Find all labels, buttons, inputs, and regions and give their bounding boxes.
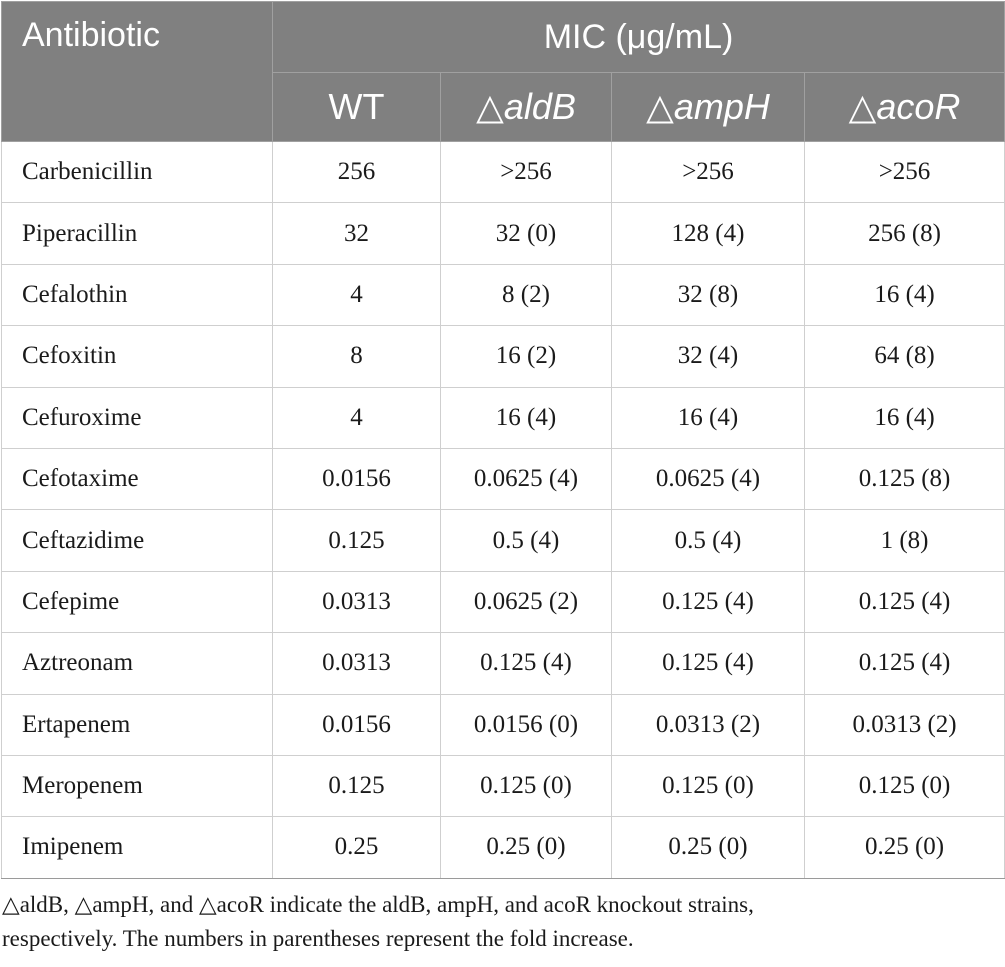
mic-value: 1 (8) [803,509,1005,572]
mic-value: >256 [440,140,612,204]
mic-value: 128 (4) [611,202,805,265]
table-row: Ceftazidime 0.125 0.5 (4) 0.5 (4) 1 (8) [1,509,1005,572]
strain-name: ampH [673,86,770,127]
mic-value: 32 (0) [440,202,612,265]
mic-value: 16 (2) [440,325,612,388]
mic-value: 0.0313 [272,570,441,634]
header-strain-acor: △acoR [803,72,1005,142]
strain-name: aldB [503,86,576,127]
antibiotic-name: Cefuroxime [1,386,273,449]
mic-value: 0.0625 (4) [440,447,612,511]
mic-value: 64 (8) [803,325,1005,388]
mic-value: 8 [272,325,441,388]
mic-value: 0.25 (0) [440,816,612,879]
header-strain-aldb: △aldB [440,72,612,142]
table-row: Aztreonam 0.0313 0.125 (4) 0.125 (4) 0.125 (… [1,632,1005,695]
mic-value: 256 [272,140,441,204]
mic-table: Antibiotic MIC (μg/mL) WT △aldB △ampH △a… [1,1,1005,879]
strain-name: acoR [876,86,961,127]
mic-value: 16 (4) [611,386,805,449]
mic-value: 16 (4) [803,386,1005,449]
mic-value: 0.125 (4) [803,570,1005,634]
mic-value: 0.0313 [272,632,441,695]
antibiotic-name: Piperacillin [1,202,273,265]
antibiotic-name: Cefepime [1,570,273,634]
mic-value: 4 [272,263,441,327]
mic-value: 32 (4) [611,325,805,388]
header-strain-wt: WT [272,72,441,142]
antibiotic-name: Cefalothin [1,263,273,327]
strain-name: WT [328,86,385,127]
mic-value: 0.125 (0) [440,754,612,818]
header-strain-amph: △ampH [611,72,805,142]
mic-value: >256 [611,140,805,204]
mic-value: 0.0625 (2) [440,570,612,634]
mic-value: 0.25 (0) [803,816,1005,879]
table-body: Carbenicillin 256 >256 >256 >256 Piperacillin… [1,140,1005,879]
header-antibiotic: Antibiotic [1,1,273,142]
table-row: Piperacillin 32 32 (0) 128 (4) 256 (8) [1,202,1005,265]
mic-value: 0.125 (8) [803,447,1005,511]
mic-value: 0.0156 [272,693,441,756]
antibiotic-name: Imipenem [1,816,273,879]
table-row: Meropenem 0.125 0.125 (0) 0.125 (0) 0.125 (0… [1,754,1005,818]
header-mic: MIC (μg/mL) [271,1,1005,73]
mic-value: 0.0156 [272,447,441,511]
mic-value: 0.0156 (0) [440,693,612,756]
mic-table-container: Antibiotic MIC (μg/mL) WT △aldB △ampH △a… [1,1,1005,879]
mic-value: 0.5 (4) [611,509,805,572]
mic-value: 0.125 (4) [440,632,612,695]
table-row: Ertapenem 0.0156 0.0156 (0) 0.0313 (2) 0.031… [1,693,1005,756]
mic-value: >256 [803,140,1005,204]
table-header: Antibiotic MIC (μg/mL) WT △aldB △ampH △a… [1,1,1005,142]
mic-value: 32 (8) [611,263,805,327]
mic-value: 0.0313 (2) [611,693,805,756]
mic-value: 0.125 (4) [611,632,805,695]
table-row: Cefepime 0.0313 0.0625 (2) 0.125 (4) 0.125 (… [1,570,1005,634]
antibiotic-name: Ceftazidime [1,509,273,572]
antibiotic-name: Cefoxitin [1,325,273,388]
mic-value: 0.125 (4) [611,570,805,634]
antibiotic-name: Carbenicillin [1,140,273,204]
antibiotic-name: Cefotaxime [1,447,273,511]
mic-value: 0.25 [272,816,441,879]
strain-header-row: WT △aldB △ampH △acoR [2,72,1005,142]
table-row: Cefoxitin 8 16 (2) 32 (4) 64 (8) [1,325,1005,388]
footnote-line-2: respectively. The numbers in parentheses… [2,926,634,951]
mic-value: 8 (2) [440,263,612,327]
mic-value: 256 (8) [803,202,1005,265]
mic-value: 0.125 (0) [611,754,805,818]
table-row: Imipenem 0.25 0.25 (0) 0.25 (0) 0.25 (0) [1,816,1005,879]
mic-value: 0.125 [272,754,441,818]
mic-value: 0.25 (0) [611,816,805,879]
table-row: Carbenicillin 256 >256 >256 >256 [1,140,1005,204]
mic-value: 16 (4) [440,386,612,449]
mic-value: 32 [272,202,441,265]
mic-value: 16 (4) [803,263,1005,327]
knockout-symbol: △ [646,86,674,127]
knockout-symbol: △ [848,86,877,127]
antibiotic-name: Meropenem [1,754,273,818]
mic-value: 4 [272,386,441,449]
mic-value: 0.125 (4) [803,632,1005,695]
table-row: Cefotaxime 0.0156 0.0625 (4) 0.0625 (4) 0.12… [1,447,1005,511]
table-row: Cefuroxime 4 16 (4) 16 (4) 16 (4) [1,386,1005,449]
mic-value: 0.125 (0) [803,754,1005,818]
mic-value: 0.0625 (4) [611,447,805,511]
antibiotic-name: Aztreonam [1,632,273,695]
table-footnote: △aldB, △ampH, and △acoR indicate the ald… [2,888,1002,956]
knockout-symbol: △ [476,86,504,127]
table-row: Cefalothin 4 8 (2) 32 (8) 16 (4) [1,263,1005,327]
mic-value: 0.5 (4) [440,509,612,572]
mic-value: 0.125 [272,509,441,572]
antibiotic-name: Ertapenem [1,693,273,756]
mic-value: 0.0313 (2) [803,693,1005,756]
footnote-line-1: △aldB, △ampH, and △acoR indicate the ald… [2,892,754,917]
